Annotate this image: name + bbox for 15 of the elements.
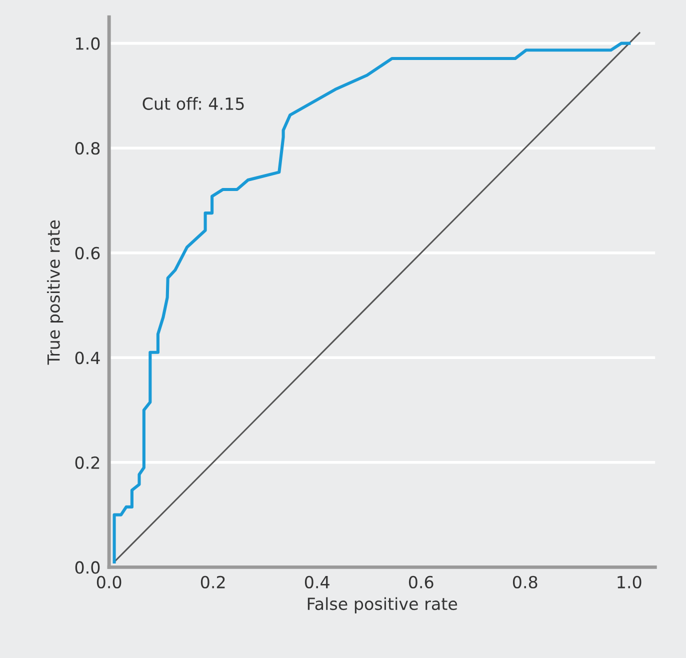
y-tick-label: 0.8 (75, 142, 100, 155)
x-tick-label: 0.0 (96, 576, 122, 588)
y-axis-title: True positive rate (46, 220, 64, 365)
x-tick-label: 0.2 (200, 576, 225, 588)
y-tick-label: 1.0 (76, 37, 100, 50)
y-tick-label: 0.0 (75, 561, 100, 574)
x-axis-title: False positive rate (308, 597, 458, 614)
x-tick-label: 1.0 (618, 576, 642, 588)
y-tick-label: 0.2 (75, 456, 100, 469)
y-tick-label: 0.4 (75, 352, 100, 364)
y-tick-label: 0.6 (75, 246, 100, 260)
annotation: Cut off: 4.15 (142, 97, 244, 110)
x-tick-label: 0.4 (304, 576, 330, 588)
x-tick-label: 0.6 (408, 576, 434, 588)
x-tick-label: 0.8 (512, 576, 538, 588)
